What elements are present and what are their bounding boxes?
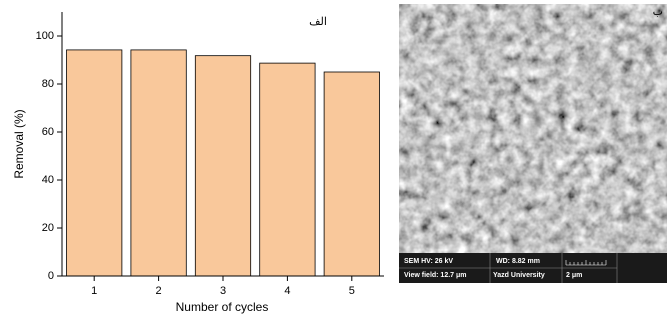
y-tick-label: 40 <box>42 174 54 186</box>
y-tick-label: 0 <box>48 270 54 282</box>
bar <box>324 72 379 276</box>
x-tick-label: 3 <box>220 285 226 297</box>
y-axis-label: Removal (%) <box>12 109 26 178</box>
x-tick-label: 4 <box>284 285 290 297</box>
x-tick-label: 1 <box>91 285 97 297</box>
sem-hv: SEM HV: 26 kV <box>404 258 453 265</box>
x-tick-label: 5 <box>349 285 355 297</box>
sem-institution: Yazd University <box>493 272 545 279</box>
y-tick-label: 80 <box>42 78 54 90</box>
sem-wd: WD: 8.82 mm <box>496 258 540 265</box>
bar <box>195 56 250 276</box>
bar <box>260 63 315 276</box>
sem-scale-label: 2 μm <box>566 272 582 279</box>
x-tick-label: 2 <box>156 285 162 297</box>
sem-image <box>399 4 667 253</box>
figure: SEM HV: 26 kV WD: 8.82 mm View field: 12… <box>0 0 670 317</box>
panel-annotation: الف <box>309 16 327 28</box>
bar <box>131 50 186 276</box>
panel-label: ب <box>653 6 663 18</box>
sem-panel: SEM HV: 26 kV WD: 8.82 mm View field: 12… <box>399 4 667 283</box>
y-tick-label: 60 <box>42 126 54 138</box>
page: SEM HV: 26 kV WD: 8.82 mm View field: 12… <box>0 0 670 317</box>
chart: الف Number of cycles Removal (%) 1 2 3 4 5 0 2… <box>12 12 384 314</box>
y-tick-label: 20 <box>42 222 54 234</box>
y-tick-label: 100 <box>36 30 54 42</box>
bar <box>67 50 122 276</box>
sem-view-field: View field: 12.7 μm <box>404 272 467 279</box>
x-axis-label: Number of cycles <box>176 300 269 314</box>
